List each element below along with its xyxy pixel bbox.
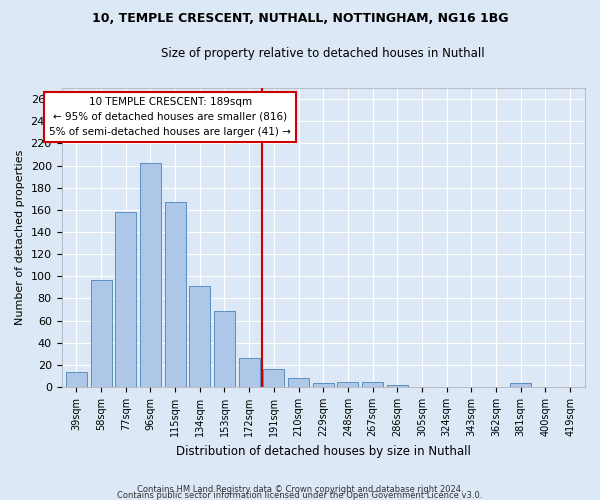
Bar	[263, 370, 284, 387]
Bar	[190, 286, 210, 387]
Bar	[115, 212, 136, 387]
Bar	[164, 202, 185, 387]
Bar	[511, 382, 531, 387]
Y-axis label: Number of detached properties: Number of detached properties	[15, 150, 25, 325]
X-axis label: Distribution of detached houses by size in Nuthall: Distribution of detached houses by size …	[176, 444, 471, 458]
Bar	[239, 358, 260, 387]
Bar	[288, 378, 309, 387]
Bar	[387, 385, 408, 387]
Bar	[214, 310, 235, 387]
Title: Size of property relative to detached houses in Nuthall: Size of property relative to detached ho…	[161, 48, 485, 60]
Bar	[91, 280, 112, 387]
Bar	[140, 164, 161, 387]
Bar	[337, 382, 358, 387]
Text: 10 TEMPLE CRESCENT: 189sqm
← 95% of detached houses are smaller (816)
5% of semi: 10 TEMPLE CRESCENT: 189sqm ← 95% of deta…	[49, 97, 291, 136]
Text: Contains public sector information licensed under the Open Government Licence v3: Contains public sector information licen…	[118, 490, 482, 500]
Bar	[66, 372, 87, 387]
Text: 10, TEMPLE CRESCENT, NUTHALL, NOTTINGHAM, NG16 1BG: 10, TEMPLE CRESCENT, NUTHALL, NOTTINGHAM…	[92, 12, 508, 26]
Text: Contains HM Land Registry data © Crown copyright and database right 2024.: Contains HM Land Registry data © Crown c…	[137, 484, 463, 494]
Bar	[362, 382, 383, 387]
Bar	[313, 382, 334, 387]
